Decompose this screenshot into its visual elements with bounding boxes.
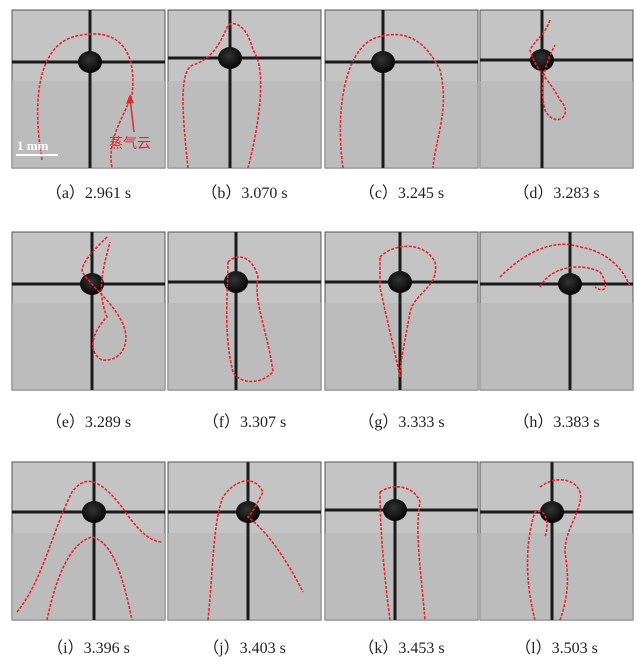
photo-shade xyxy=(168,533,321,620)
panel-grid: （a）2.961 s （b）3.070 s （c）3.245 s （d）3.283 s… xyxy=(12,10,633,657)
droplet xyxy=(558,273,582,295)
scale-label: 1 mm xyxy=(17,138,49,153)
droplet xyxy=(540,501,564,523)
panel xyxy=(12,232,165,390)
photo-shade xyxy=(480,303,633,390)
caption: （c）3.245 s xyxy=(359,184,444,202)
photo-shade xyxy=(480,533,633,620)
droplet xyxy=(383,499,407,521)
figure: （a）2.961 s （b）3.070 s （c）3.245 s （d）3.283 s… xyxy=(0,0,637,664)
droplet xyxy=(82,501,106,523)
caption: （i）3.396 s xyxy=(47,639,130,657)
panel xyxy=(168,462,321,620)
photo-shade xyxy=(12,533,165,620)
caption: （b）3.070 s xyxy=(201,184,287,202)
caption: （d）3.283 s xyxy=(513,184,599,202)
panel xyxy=(480,462,633,620)
photo-shade xyxy=(12,303,165,390)
droplet xyxy=(236,501,260,523)
panel xyxy=(325,10,478,168)
caption: （g）3.333 s xyxy=(358,413,444,431)
photo-shade xyxy=(168,303,321,390)
caption: （h）3.383 s xyxy=(513,413,599,431)
caption: （e）3.289 s xyxy=(46,413,131,431)
photo-shade xyxy=(325,533,478,620)
panel xyxy=(325,462,478,620)
caption: （a）2.961 s xyxy=(46,184,131,202)
caption: （k）3.453 s xyxy=(358,639,444,657)
photo-shade xyxy=(325,81,478,168)
panel xyxy=(325,232,478,390)
photo-shade xyxy=(168,81,321,168)
panel xyxy=(480,10,633,168)
droplet xyxy=(388,271,412,293)
panel xyxy=(12,462,165,620)
caption: （l）3.503 s xyxy=(515,639,598,657)
droplet xyxy=(218,47,242,69)
droplet xyxy=(371,51,395,73)
caption: （j）3.403 s xyxy=(203,639,286,657)
panel xyxy=(168,232,321,390)
annotation: 蒸气云 xyxy=(109,136,151,152)
panel xyxy=(168,10,321,168)
droplet xyxy=(78,51,102,73)
panel xyxy=(480,232,633,390)
caption: （f）3.307 s xyxy=(203,413,287,431)
